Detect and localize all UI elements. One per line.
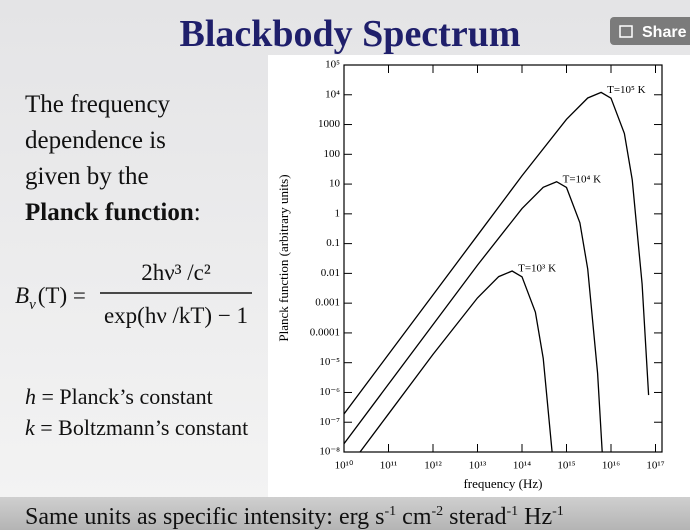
y-tick-label: 0.01 (321, 267, 340, 279)
series-line (344, 91, 650, 415)
emphasis: Planck function (25, 199, 194, 226)
share-background[interactable] (610, 17, 690, 45)
y-axis-label: Planck function (arbitrary units) (276, 174, 291, 341)
formula: Bν(T) = 2hν³ /c² exp(hν /kT) − 1 (15, 260, 252, 328)
y-tick-label: 10⁻⁵ (319, 356, 340, 368)
text-line: dependence is (25, 127, 166, 154)
lhs-rest: (T) = (38, 283, 86, 308)
footer-text: Same units as specific intensity: erg s-… (25, 504, 564, 530)
x-tick-label: 10¹⁴ (513, 460, 531, 472)
y-tick-label: 100 (324, 148, 341, 160)
y-tick-label: 0.1 (326, 237, 340, 249)
slide-title: Blackbody Spectrum (180, 13, 521, 55)
lhs-symbol: B (15, 283, 29, 308)
y-tick-label: 10⁴ (325, 88, 340, 100)
share-button[interactable]: Share (610, 17, 690, 45)
x-tick-label: 10¹² (424, 460, 442, 472)
x-axis-label: frequency (Hz) (463, 476, 542, 491)
formula-lhs: Bν(T) = (15, 283, 86, 313)
text-line: Planck function: (25, 199, 201, 226)
superscript: -2 (432, 504, 444, 519)
y-tick-label: 1000 (318, 118, 341, 130)
denominator: exp(hν /kT) − 1 (104, 303, 248, 328)
series-line (344, 180, 603, 452)
x-tick-label: 10¹³ (469, 460, 487, 472)
definition: h = Planck’s constant (25, 384, 213, 409)
series-label: T=10⁵ K (607, 84, 646, 96)
y-tick-label: 1 (335, 207, 341, 219)
footer-part: Same units as specific intensity: erg s (25, 504, 385, 530)
plot-frame (343, 64, 663, 453)
lhs-sub: ν (29, 297, 36, 313)
x-tick-label: 10¹⁶ (602, 460, 620, 472)
series-line (359, 270, 553, 452)
y-tick-label: 10⁻⁸ (319, 446, 340, 458)
footer-part: sterad (443, 504, 506, 530)
footer-part: cm (396, 504, 432, 530)
y-tick-label: 10 (329, 178, 341, 190)
x-tick-label: 10¹⁷ (646, 460, 664, 472)
y-tick-label: 0.001 (315, 297, 340, 309)
text-line: given by the (25, 163, 149, 190)
superscript: -1 (385, 504, 397, 519)
chart-panel (268, 55, 690, 497)
superscript: -1 (552, 504, 564, 519)
x-tick-label: 10¹⁵ (557, 460, 575, 472)
definitions: h = Planck’s constant k = Boltzmann’s co… (25, 384, 248, 440)
x-tick-label: 10¹⁰ (335, 460, 354, 472)
y-tick-label: 10⁻⁶ (319, 386, 340, 398)
share-icon[interactable] (619, 25, 633, 38)
meaning: = Boltzmann’s constant (35, 415, 248, 440)
emphasis-end: : (194, 199, 201, 226)
symbol: h (25, 384, 36, 409)
numerator: 2hν³ /c² (141, 260, 211, 285)
series-group (344, 91, 650, 452)
y-tick-label: 10⁵ (325, 59, 340, 71)
series-label: T=10⁴ K (563, 173, 602, 185)
footer-strip (0, 497, 690, 530)
x-tick-label: 10¹¹ (380, 460, 398, 472)
meaning: = Planck’s constant (36, 384, 213, 409)
share-label[interactable]: Share (642, 24, 687, 41)
footer-part: Hz (518, 504, 552, 530)
symbol: k (25, 415, 36, 440)
superscript: -1 (506, 504, 518, 519)
intro-text: The frequency dependence is given by the… (25, 91, 201, 226)
definition: k = Boltzmann’s constant (25, 415, 248, 440)
series-label: T=10³ K (518, 263, 556, 275)
y-tick-label: 10⁻⁷ (319, 416, 340, 428)
plot: frequency (Hz) Planck function (arbitrar… (276, 59, 665, 491)
text-line: The frequency (25, 91, 171, 118)
y-tick-label: 0.0001 (310, 326, 340, 338)
